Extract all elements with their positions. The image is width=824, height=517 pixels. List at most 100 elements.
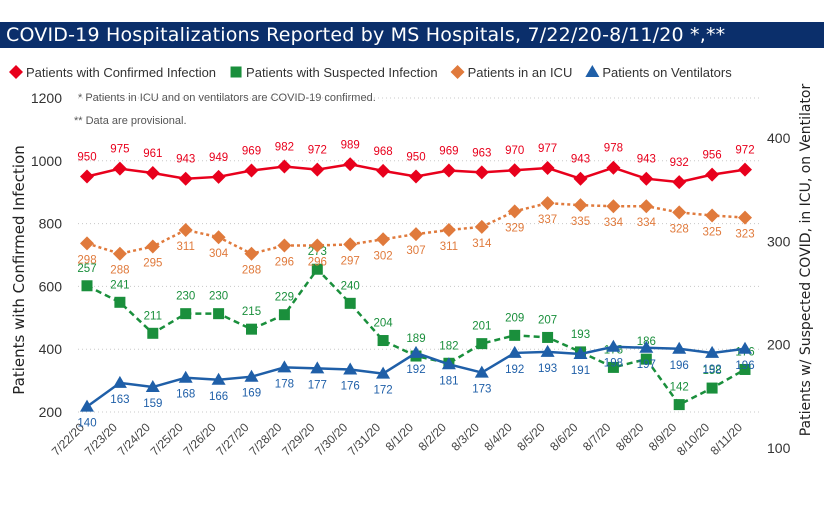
data-point <box>672 205 687 220</box>
data-label: 311 <box>177 241 195 253</box>
data-label: 204 <box>374 318 394 330</box>
data-label: 241 <box>110 279 129 291</box>
y-tick-label: 1000 <box>31 153 62 169</box>
data-label: 932 <box>670 157 689 169</box>
data-point <box>441 163 456 178</box>
data-point <box>81 280 93 292</box>
data-label: 963 <box>472 147 491 159</box>
data-label: 193 <box>538 363 557 375</box>
x-tick-label: 8/2/20 <box>416 420 450 454</box>
data-point <box>211 169 226 184</box>
x-tick-label: 8/6/20 <box>547 420 581 454</box>
data-label: 943 <box>571 154 590 166</box>
data-point <box>573 346 588 359</box>
data-label: 334 <box>604 217 624 229</box>
series-patients-on-ventilators: 140 163 159 168 166 169 178 177 176 172 192 181 173 1… <box>77 339 755 430</box>
legend-label: Patients with Suspected Infection <box>246 65 438 80</box>
data-point <box>277 238 292 253</box>
legend-label: Patients on Ventilators <box>602 65 732 80</box>
x-tick-label: 8/1/20 <box>383 420 417 454</box>
x-tick-label: 8/11/20 <box>708 420 746 458</box>
data-point <box>277 360 292 373</box>
data-point <box>211 230 226 245</box>
data-point <box>145 166 160 181</box>
data-label: 192 <box>505 364 524 376</box>
data-label: 163 <box>110 394 129 406</box>
legend-marker <box>450 65 465 79</box>
data-label: 215 <box>242 306 261 318</box>
x-tick-label: 7/26/20 <box>181 420 219 458</box>
data-label: 196 <box>735 360 754 372</box>
data-label: 314 <box>472 238 492 250</box>
x-tick-label: 8/10/20 <box>674 420 712 458</box>
legend-marker <box>585 65 600 77</box>
data-point <box>310 238 325 253</box>
y-tick-label: 1200 <box>31 90 62 106</box>
x-tick-label: 7/28/20 <box>246 420 284 458</box>
y-tick-label: 400 <box>39 341 63 357</box>
data-label: 257 <box>77 263 96 275</box>
data-point <box>213 308 225 320</box>
legend-marker <box>230 66 242 78</box>
data-label: 335 <box>571 216 590 228</box>
data-point <box>540 196 555 211</box>
data-point <box>507 163 522 178</box>
data-point <box>739 363 751 375</box>
data-label: 307 <box>406 245 425 257</box>
x-tick-label: 7/29/20 <box>279 420 317 458</box>
data-label: 311 <box>440 241 458 253</box>
data-point <box>672 341 687 354</box>
data-point <box>474 365 489 378</box>
y-axis-title-right: Patients w/ Suspected COVID, in ICU, on … <box>798 83 814 436</box>
data-label: 168 <box>176 389 195 401</box>
y-tick-label: 600 <box>39 278 63 294</box>
data-point <box>540 161 555 176</box>
data-label: 176 <box>341 380 360 392</box>
y-axis-title-left: Patients with Confirmed Infection <box>10 145 28 394</box>
legend-item: Patients on Ventilators <box>585 65 732 80</box>
data-label: 192 <box>406 364 425 376</box>
data-point <box>376 232 391 247</box>
left-axis: 200 400 600 800 1000 1200 <box>31 90 62 420</box>
data-point <box>606 339 621 352</box>
data-label: 209 <box>505 312 524 324</box>
data-point <box>738 210 752 225</box>
data-label: 297 <box>341 255 360 267</box>
data-label: 211 <box>144 310 162 322</box>
chart-title: COVID-19 Hospitalizations Reported by MS… <box>6 24 726 46</box>
data-label: 158 <box>703 365 722 377</box>
data-label: 207 <box>538 314 557 326</box>
data-point <box>377 335 389 347</box>
data-label: 329 <box>505 222 524 234</box>
data-point <box>80 169 94 184</box>
title-background <box>0 22 824 48</box>
data-point <box>246 323 257 335</box>
data-label: 328 <box>670 223 689 235</box>
data-point <box>705 345 720 358</box>
data-point <box>310 361 325 374</box>
data-label: 230 <box>209 291 228 303</box>
data-label: 977 <box>538 143 557 155</box>
data-point <box>409 345 423 358</box>
y-tick-label: 200 <box>39 404 63 420</box>
data-point <box>343 157 358 172</box>
data-label: 949 <box>209 152 228 164</box>
data-point <box>738 162 752 177</box>
data-label: 288 <box>110 265 129 277</box>
data-point <box>573 198 588 213</box>
data-label: 182 <box>439 340 458 352</box>
data-label: 198 <box>604 358 623 370</box>
data-label: 140 <box>77 418 96 430</box>
data-point <box>441 357 456 370</box>
series-patients-with-confirmed-infection: 950 975 961 943 949 969 982 972 989 968 950 969 963 9… <box>77 139 755 190</box>
data-point <box>673 399 685 411</box>
x-tick-label: 8/4/20 <box>481 420 515 454</box>
data-label: 982 <box>275 141 294 153</box>
data-label: 166 <box>209 391 228 403</box>
data-point <box>607 361 619 373</box>
data-point <box>705 208 720 223</box>
data-label: 192 <box>703 364 722 376</box>
data-label: 972 <box>308 145 327 157</box>
x-tick-label: 7/27/20 <box>213 420 251 458</box>
